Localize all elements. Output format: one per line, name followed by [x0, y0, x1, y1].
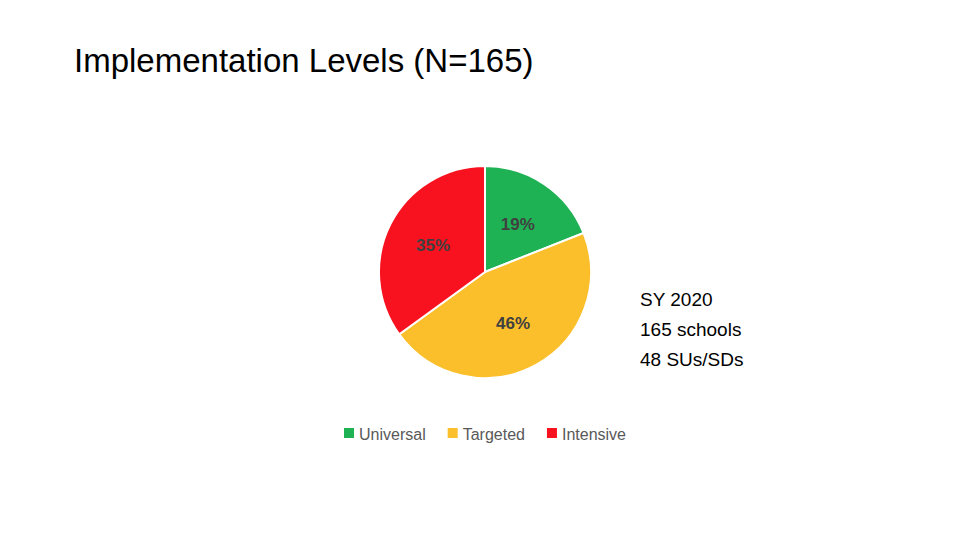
legend-label: Intensive [562, 426, 626, 443]
pie-slice [379, 166, 485, 334]
legend-label: Targeted [463, 426, 525, 443]
legend-swatch [344, 428, 354, 438]
annotation: 165 schools [640, 319, 741, 340]
legend-item: Targeted [448, 426, 525, 443]
chart: Implementation Levels (N=165) 19% 46% 35% Un… [0, 0, 960, 540]
pie [379, 166, 591, 378]
title: Implementation Levels (N=165) [74, 42, 534, 79]
legend-label: Universal [359, 426, 426, 443]
legend-item: Universal [344, 426, 426, 443]
data-labels: 19% 46% 35% [416, 215, 535, 333]
annotation: SY 2020 [640, 289, 713, 310]
legend-swatch [547, 428, 557, 438]
data-label: 46% [496, 314, 530, 333]
data-label: 35% [416, 236, 450, 255]
legend: Universal Targeted Intensive [344, 426, 626, 443]
annotation: 48 SUs/SDs [640, 349, 743, 370]
legend-swatch [448, 428, 458, 438]
annotations: SY 2020 165 schools 48 SUs/SDs [640, 289, 743, 370]
data-label: 19% [501, 215, 535, 234]
legend-item: Intensive [547, 426, 626, 443]
